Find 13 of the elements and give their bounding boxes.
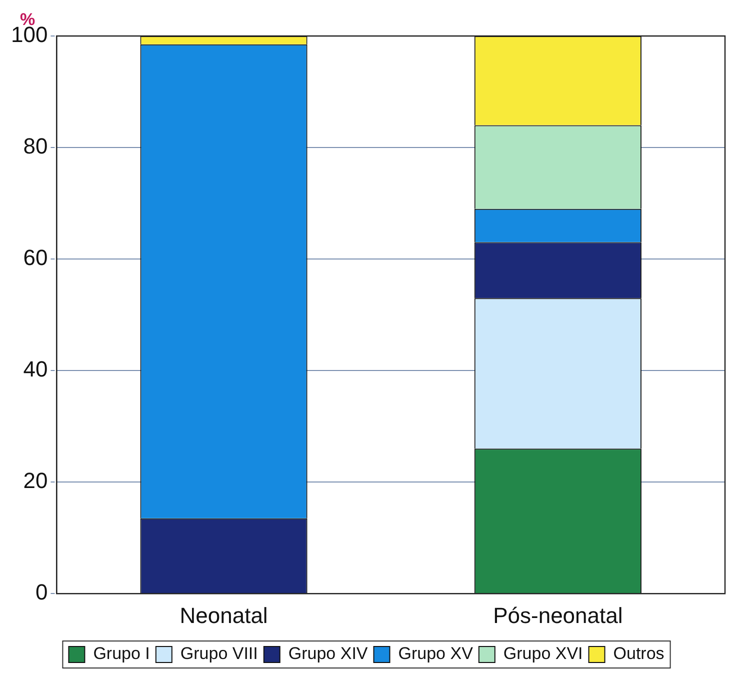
x-tick-label: Pós-neonatal [493,602,623,628]
x-tick-label: Neonatal [180,602,268,628]
legend-label: Outros [613,644,664,664]
legend-label: Grupo I [93,644,150,664]
y-tick-label: 40 [23,356,48,382]
legend-label: Grupo XIV [288,644,368,664]
legend-label: Grupo XV [398,644,474,664]
y-tick-label: 0 [35,580,48,605]
y-tick-label: 20 [23,468,48,494]
legend-label: Grupo XVI [503,644,583,664]
y-tick-label: 80 [23,134,48,159]
legend-label: Grupo VIII [180,644,258,664]
y-tick-label: 60 [23,245,48,270]
